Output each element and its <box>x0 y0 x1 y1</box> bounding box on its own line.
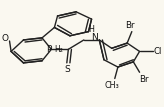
Text: H₂: H₂ <box>54 45 63 54</box>
Text: P: P <box>46 45 51 54</box>
Text: CH₃: CH₃ <box>104 81 119 90</box>
Text: H: H <box>89 25 94 34</box>
Text: Cl: Cl <box>154 47 162 56</box>
Text: S: S <box>65 65 71 74</box>
Text: Br: Br <box>126 21 135 30</box>
Text: N: N <box>92 33 98 42</box>
Text: O: O <box>2 34 9 43</box>
Text: Br: Br <box>140 75 149 84</box>
